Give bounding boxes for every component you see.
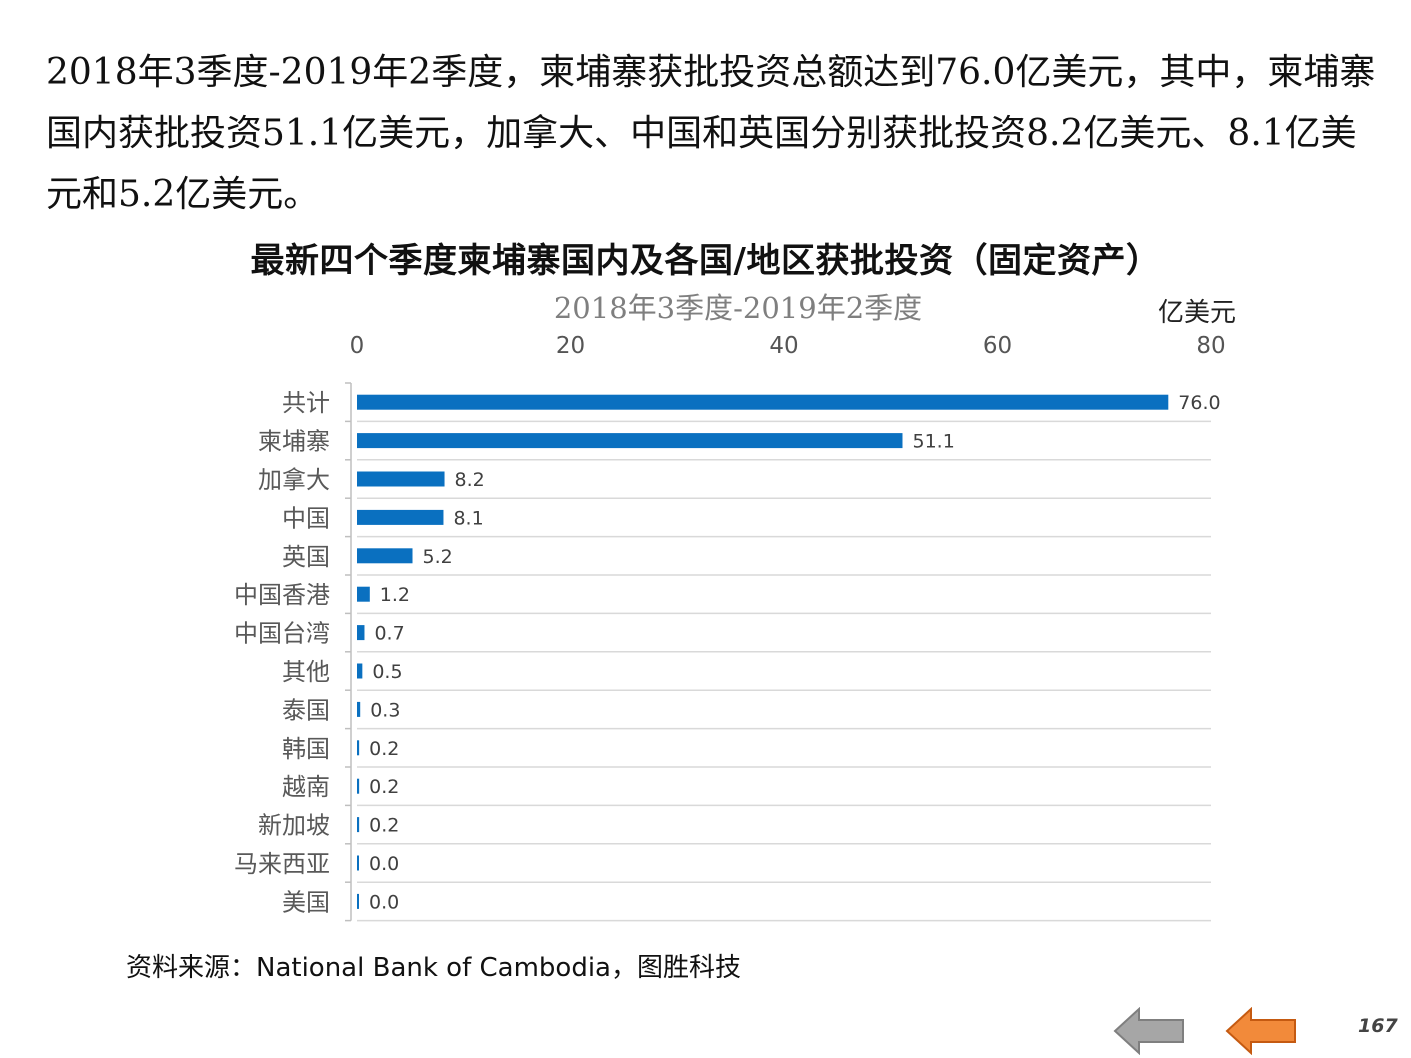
category-label: 韩国 <box>282 735 330 763</box>
category-label: 马来西亚 <box>234 850 330 878</box>
x-tick-label: 60 <box>983 333 1012 359</box>
bar <box>357 586 370 602</box>
data-label: 1.2 <box>380 584 410 606</box>
left-arrow-icon <box>1113 1007 1184 1055</box>
data-label: 0.3 <box>370 699 400 721</box>
source-note: 资料来源：National Bank of Cambodia，图胜科技 <box>126 953 741 983</box>
bar <box>357 548 413 564</box>
data-label: 0.0 <box>369 891 399 913</box>
data-label: 8.1 <box>453 507 483 529</box>
category-label: 美国 <box>282 888 330 916</box>
x-tick-label: 40 <box>769 333 798 359</box>
data-label: 0.2 <box>369 815 399 837</box>
category-label: 泰国 <box>282 696 330 724</box>
category-label: 加拿大 <box>258 466 330 494</box>
category-label: 中国 <box>282 504 330 532</box>
next-page-button[interactable] <box>1225 1007 1297 1055</box>
bar <box>357 855 359 871</box>
data-label: 0.7 <box>374 623 404 645</box>
data-label: 0.2 <box>369 776 399 798</box>
x-tick-label: 0 <box>350 333 365 359</box>
category-label: 中国香港 <box>234 581 330 609</box>
bar <box>357 433 903 449</box>
category-label: 共计 <box>282 389 330 417</box>
category-label: 新加坡 <box>258 812 330 840</box>
category-label: 英国 <box>282 543 330 571</box>
chart-subtitle: 2018年3季度-2019年2季度 <box>553 291 923 325</box>
bar <box>357 740 360 756</box>
bar <box>357 701 361 717</box>
bar <box>357 394 1169 410</box>
page-number: 167 <box>1358 1015 1398 1037</box>
bar <box>357 625 365 641</box>
bar <box>357 471 445 487</box>
data-label: 0.2 <box>369 738 399 760</box>
x-tick-label: 80 <box>1196 333 1225 359</box>
data-label: 5.2 <box>423 546 453 568</box>
data-label: 51.1 <box>912 431 954 453</box>
intro-paragraph: 2018年3季度-2019年2季度，柬埔寨获批投资总额达到76.0亿美元，其中，… <box>46 52 1376 215</box>
prev-page-button[interactable] <box>1113 1007 1185 1055</box>
unit-label: 亿美元 <box>1158 298 1237 328</box>
bar <box>357 893 359 909</box>
category-label: 越南 <box>282 773 330 801</box>
bar <box>357 509 444 525</box>
category-label: 中国台湾 <box>234 620 330 648</box>
x-tick-label: 20 <box>556 333 585 359</box>
bar <box>357 817 360 833</box>
data-label: 76.0 <box>1178 392 1220 414</box>
data-label: 0.0 <box>369 853 399 875</box>
chart-title: 最新四个季度柬埔寨国内及各国/地区获批投资（固定资产） <box>250 241 1161 281</box>
category-label: 其他 <box>282 658 330 686</box>
category-label: 柬埔寨 <box>258 428 330 456</box>
left-arrow-icon <box>1225 1007 1296 1055</box>
bar <box>357 778 360 794</box>
data-label: 8.2 <box>455 469 485 491</box>
bar <box>357 663 363 679</box>
data-label: 0.5 <box>372 661 402 683</box>
